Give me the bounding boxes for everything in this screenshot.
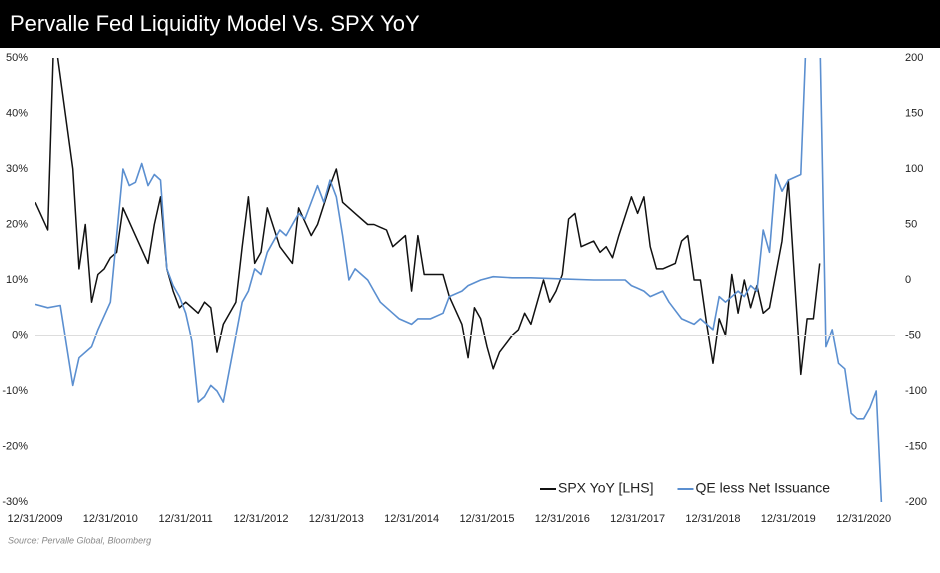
chart-title: Pervalle Fed Liquidity Model Vs. SPX YoY <box>10 11 420 36</box>
y2-tick-label: -200 <box>905 496 927 508</box>
y2-tick-label: 0 <box>905 274 911 286</box>
y-tick-label: 40% <box>6 107 28 119</box>
x-tick-label: 12/31/2010 <box>83 513 138 525</box>
y2-tick-label: 150 <box>905 107 923 119</box>
title-bar <box>0 0 940 48</box>
y-tick-label: -30% <box>2 496 28 508</box>
y-tick-label: 0% <box>12 329 28 341</box>
x-tick-label: 12/31/2012 <box>233 513 288 525</box>
plot-area <box>35 58 883 502</box>
y-tick-label: 10% <box>6 274 28 286</box>
y2-tick-label: -150 <box>905 440 927 452</box>
y-tick-label: -10% <box>2 385 28 397</box>
legend-label: SPX YoY [LHS] <box>558 480 653 496</box>
x-tick-label: 12/31/2015 <box>459 513 514 525</box>
legend-label: QE less Net Issuance <box>695 480 830 496</box>
x-tick-label: 12/31/2019 <box>761 513 816 525</box>
y-tick-label: 50% <box>6 52 28 64</box>
y-tick-label: 30% <box>6 163 28 175</box>
line-series <box>35 58 883 502</box>
y2-tick-label: 100 <box>905 163 923 175</box>
y2-tick-label: -50 <box>905 329 921 341</box>
x-tick-label: 12/31/2020 <box>836 513 891 525</box>
line-series <box>35 58 821 376</box>
x-tick-label: 12/31/2016 <box>535 513 590 525</box>
x-tick-label: 12/31/2014 <box>384 513 439 525</box>
x-tick-label: 12/31/2018 <box>685 513 740 525</box>
y2-tick-label: 50 <box>905 218 917 230</box>
source: Source: Pervalle Global, Bloomberg <box>8 535 151 545</box>
y2-tick-label: -100 <box>905 385 927 397</box>
x-tick-label: 12/31/2011 <box>159 513 213 525</box>
x-tick-label: 12/31/2009 <box>7 513 62 525</box>
y-tick-label: -20% <box>2 440 28 452</box>
y2-tick-label: 200 <box>905 52 923 64</box>
x-tick-label: 12/31/2017 <box>610 513 665 525</box>
x-tick-label: 12/31/2013 <box>309 513 364 525</box>
y-tick-label: 20% <box>6 218 28 230</box>
